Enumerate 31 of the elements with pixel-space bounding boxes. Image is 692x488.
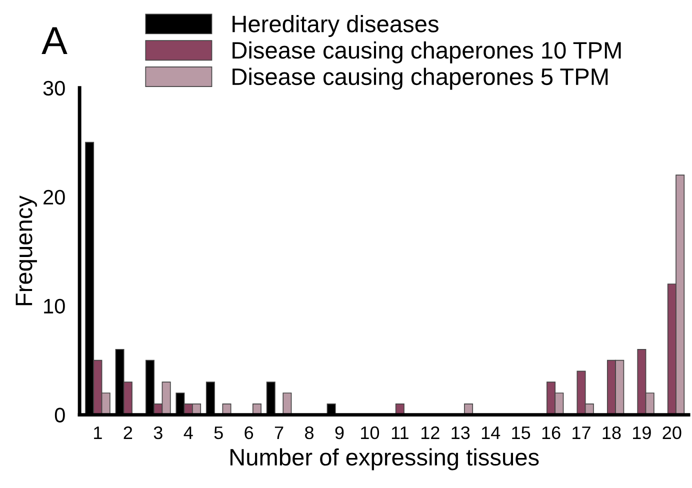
x-tick-label: 2 bbox=[124, 426, 132, 439]
x-tick-label: 1 bbox=[94, 426, 102, 439]
x-tick-label: 8 bbox=[305, 426, 314, 440]
y-tick-label: 0 bbox=[54, 408, 65, 423]
text: A bbox=[42, 27, 68, 54]
x-tick-label: 16 bbox=[542, 426, 560, 440]
y-tick-label: 20 bbox=[44, 190, 65, 205]
x-tick-label: 20 bbox=[662, 426, 682, 440]
legend-label: Disease causing chaperones 5 TPM bbox=[232, 68, 608, 90]
x-tick-label: 15 bbox=[512, 426, 530, 440]
x-tick-label: 9 bbox=[335, 426, 344, 440]
x-tick-label: 7 bbox=[274, 426, 284, 439]
x-tick-label: 5 bbox=[214, 426, 223, 440]
legend-label: Disease causing chaperones 10 TPM bbox=[232, 41, 621, 64]
x-tick-label: 17 bbox=[572, 426, 590, 439]
legend-label: Hereditary diseases bbox=[232, 15, 438, 38]
x-tick-label: 19 bbox=[633, 426, 651, 440]
y-tick-label: 10 bbox=[44, 298, 65, 314]
x-tick-label: 11 bbox=[392, 426, 408, 439]
x-tick-label: 6 bbox=[244, 426, 254, 440]
x-tick-label: 3 bbox=[154, 426, 162, 440]
x-tick-label: 14 bbox=[482, 426, 500, 439]
y-tick-label: 30 bbox=[43, 80, 65, 96]
x-tick-label: 18 bbox=[602, 426, 621, 440]
x-tick-label: 4 bbox=[184, 426, 193, 439]
x-tick-label: 12 bbox=[421, 426, 440, 439]
x-tick-label: 10 bbox=[361, 426, 380, 440]
x-tick-label: 13 bbox=[452, 426, 470, 440]
x-axis-title: Number of expressing tissues bbox=[230, 448, 539, 470]
y-axis-title: Frequency bbox=[16, 196, 37, 306]
bar bbox=[282, 392, 292, 415]
